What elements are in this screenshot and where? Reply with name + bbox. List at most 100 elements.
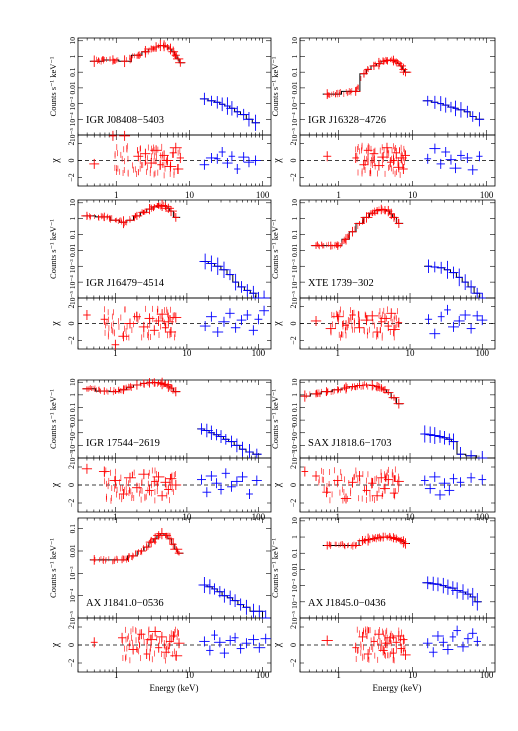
x-tick-label: 10: [182, 512, 192, 522]
y-axis-label: Counts s⁻¹ keV⁻¹: [270, 56, 280, 116]
y-tick-label: 1: [290, 393, 299, 397]
resid-tick-label: −2: [289, 336, 298, 345]
source-label: IGR J16328−4726: [308, 115, 386, 126]
resid-tick-label: 0: [67, 643, 76, 647]
x-axis-title-right: Energy (keV): [372, 683, 421, 693]
y-tick-label: 10⁻⁵: [290, 451, 299, 465]
y-tick-label: 10⁻³: [68, 259, 77, 273]
y-tick-label: 10⁻⁴: [290, 594, 299, 608]
y-tick-label: 0.01: [68, 413, 77, 426]
y-tick-label: 1: [68, 217, 77, 221]
y-axis-label: Counts s⁻¹ keV⁻¹: [48, 538, 58, 598]
x-tick-label: 1: [114, 670, 119, 680]
y-tick-label: 0.1: [68, 67, 77, 77]
y-tick-label: 10⁻⁵: [68, 611, 77, 625]
y-tick-label: 10⁻⁵: [290, 611, 299, 625]
resid-tick-label: −2: [67, 336, 76, 345]
y-tick-label: 10⁻⁵: [68, 291, 77, 305]
resid-axis-label: χ: [50, 482, 61, 488]
y-tick-label: 1: [290, 54, 299, 58]
source-label: IGR J16479−4514: [86, 278, 165, 289]
resid-tick-label: −2: [67, 173, 76, 182]
y-tick-label: 0.01: [68, 81, 77, 94]
y-tick-label: 10⁻³: [290, 96, 299, 110]
resid-axis-label: χ: [50, 642, 61, 648]
resid-axis-label: χ: [50, 321, 61, 327]
resid-tick-label: 0: [289, 322, 298, 326]
y-tick-label: 10: [68, 37, 77, 45]
x-tick-label: 10: [185, 670, 195, 680]
resid-tick-label: 0: [289, 643, 298, 647]
resid-tick-label: 0: [67, 322, 76, 326]
y-tick-label: 10⁻⁴: [68, 438, 77, 452]
resid-tick-label: 0: [289, 483, 298, 487]
x-tick-label: 1: [336, 670, 341, 680]
panel-row1-right: 1 10 100 10 1 0.1 0.01 10⁻³ 10⁻⁴ 10⁻⁵2 0 −2 Counts s…: [270, 37, 496, 200]
y-tick-label: 10⁻³: [290, 259, 299, 273]
x-tick-label: 10: [406, 348, 416, 358]
y-tick-label: 0.01: [290, 563, 299, 576]
y-tick-label: 10: [290, 378, 299, 386]
y-tick-label: 10⁻⁵: [68, 451, 77, 465]
panel-row4-right: 1 10 100 10 1 0.1 0.01 10⁻³ 10⁻⁴ 10⁻⁵2 0 −2 Counts s…: [270, 517, 496, 680]
x-tick-label: 10: [408, 670, 418, 680]
y-tick-label: 10⁻³: [290, 578, 299, 592]
panel-row2-left: 1 10 100 10 1 0.1 0.01 10⁻³ 10⁻⁴ 10⁻⁵2 0 −2 Counts s…: [48, 199, 272, 358]
y-axis-label: Counts s⁻¹ keV⁻¹: [48, 389, 58, 449]
x-tick-label: 1: [114, 190, 119, 200]
source-label: SAX J1818.6−1703: [308, 438, 392, 449]
y-axis-label: Counts s⁻¹ keV⁻¹: [270, 389, 280, 449]
panel-row2-right: 1 10 100 10 1 0.1 0.01 10⁻³ 10⁻⁴ 10⁻⁵2 0 −2 Counts s…: [270, 199, 496, 358]
source-label: AX J1845.0−0436: [308, 598, 386, 609]
resid-axis-label: χ: [272, 158, 283, 164]
x-tick-label: 10: [406, 512, 416, 522]
panel-row4-left: 1 10 100 0.1 0.01 10⁻³ 10⁻⁴ 10⁻⁵2 0 −2 Counts s⁻¹ …: [48, 517, 272, 680]
y-tick-label: 10: [290, 199, 299, 207]
x-tick-label: 1: [336, 190, 341, 200]
y-tick-label: 0.1: [68, 524, 77, 534]
resid-tick-label: 2: [289, 625, 298, 629]
resid-tick-label: −2: [289, 659, 298, 668]
y-tick-label: 0.01: [290, 81, 299, 94]
model-soft: [322, 59, 410, 95]
y-tick-label: 0.1: [290, 548, 299, 558]
y-tick-label: 10⁻³: [68, 425, 77, 439]
x-axis-title-left: Energy (keV): [149, 683, 198, 693]
x-tick-label: 100: [252, 348, 266, 358]
x-tick-label: 100: [476, 512, 490, 522]
y-tick-label: 0.1: [68, 230, 77, 240]
y-tick-label: 10⁻³: [68, 96, 77, 110]
source-label: IGR J08408−5403: [86, 115, 164, 126]
resid-axis-label: χ: [272, 642, 283, 648]
resid-tick-label: 2: [67, 305, 76, 309]
y-tick-label: 10⁻⁴: [68, 112, 77, 126]
y-tick-label: 0.01: [68, 544, 77, 557]
x-tick-label: 10: [408, 190, 418, 200]
x-tick-label: 1: [113, 348, 118, 358]
y-tick-label: 10: [68, 199, 77, 207]
source-label: AX J1841.0−0536: [86, 598, 164, 609]
x-tick-label: 1: [336, 348, 341, 358]
x-tick-label: 100: [476, 348, 490, 358]
resid-tick-label: 0: [289, 159, 298, 163]
y-tick-label: 0.1: [290, 403, 299, 413]
y-tick-label: 10⁻⁵: [290, 291, 299, 305]
y-tick-label: 0.1: [290, 67, 299, 77]
y-tick-label: 10: [290, 37, 299, 45]
model-soft: [311, 209, 404, 247]
panel-row1-left: 1 10 100 10 1 0.1 0.01 10⁻³ 10⁻⁴ 10⁻⁵2 0 −2 Counts s…: [48, 37, 272, 200]
resid-tick-label: 0: [67, 159, 76, 163]
resid-tick-label: 2: [67, 625, 76, 629]
y-tick-label: 1: [68, 54, 77, 58]
resid-tick-label: 0: [67, 483, 76, 487]
y-tick-label: 0.1: [68, 403, 77, 413]
resid-axis-label: χ: [50, 158, 61, 164]
y-tick-label: 0.01: [68, 244, 77, 257]
y-tick-label: 10⁻⁴: [68, 588, 77, 602]
x-tick-label: 100: [480, 190, 494, 200]
resid-tick-label: 2: [289, 465, 298, 469]
y-tick-label: 10⁻⁵: [290, 128, 299, 142]
resid-tick-label: −2: [67, 659, 76, 668]
resid-tick-label: −2: [67, 499, 76, 508]
